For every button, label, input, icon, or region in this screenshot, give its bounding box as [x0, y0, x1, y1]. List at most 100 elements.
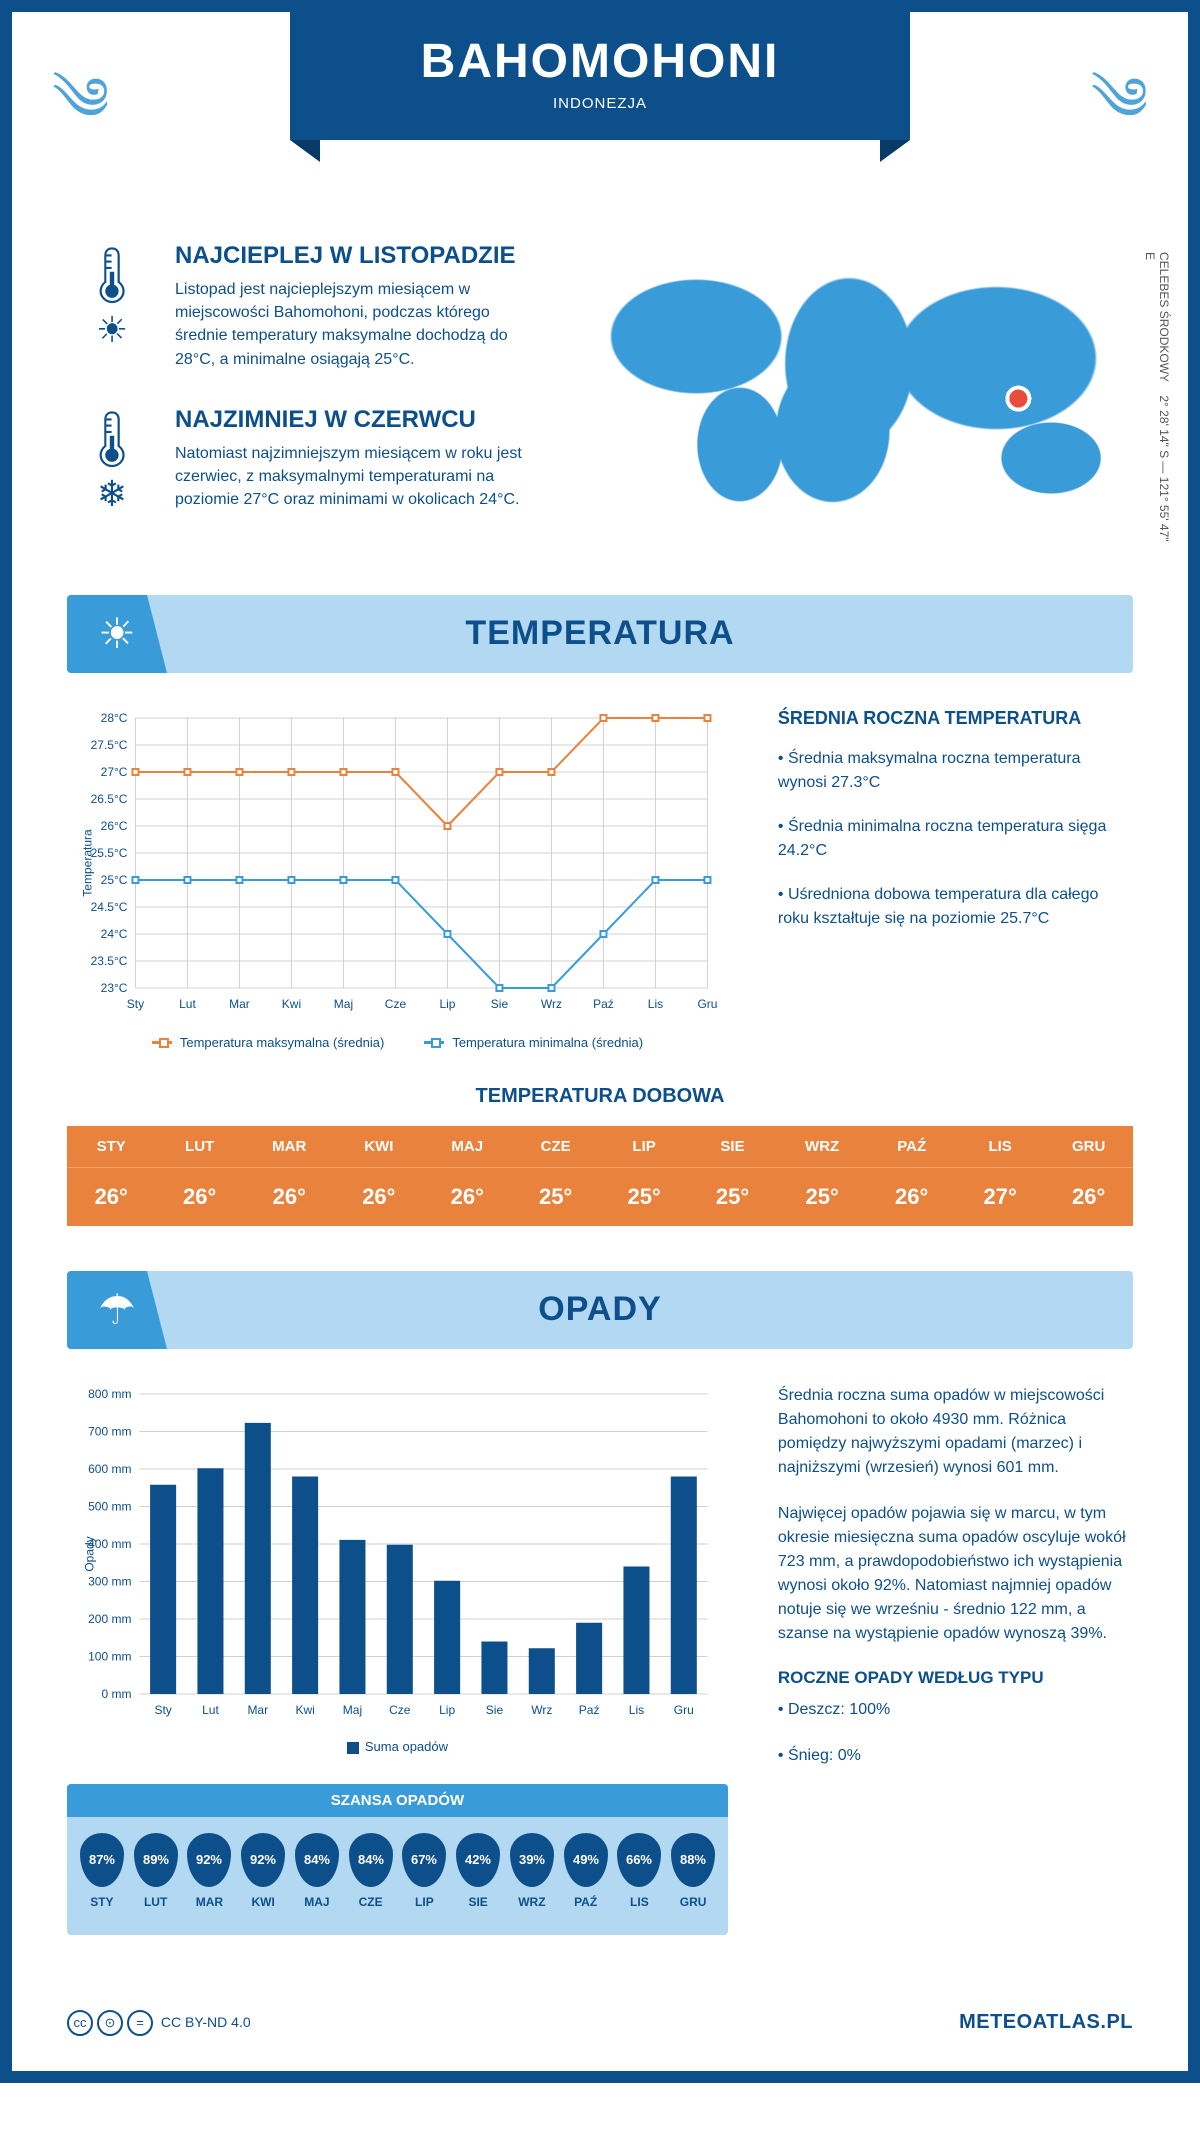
svg-text:24.5°C: 24.5°C: [91, 900, 128, 914]
drop-month-label: LUT: [129, 1895, 183, 1909]
avg-bullet: • Średnia maksymalna roczna temperatura …: [778, 747, 1133, 795]
svg-text:Lip: Lip: [439, 997, 455, 1011]
svg-text:Mar: Mar: [229, 997, 250, 1011]
avg-title: ŚREDNIA ROCZNA TEMPERATURA: [778, 708, 1133, 729]
daily-temperature-table: STYLUTMARKWIMAJCZELIPSIEWRZPAŹLISGRU 26°…: [67, 1126, 1133, 1226]
location-title: BAHOMOHONI: [380, 34, 820, 89]
table-header: SIE: [688, 1126, 776, 1168]
chance-drop: 67%LIP: [398, 1833, 452, 1909]
svg-text:200 mm: 200 mm: [88, 1612, 131, 1626]
warmest-block: 🌡☀ NAJCIEPLEJ W LISTOPADZIE Listopad jes…: [67, 242, 547, 371]
title-banner: BAHOMOHONI INDONEZJA: [290, 12, 910, 140]
svg-text:26°C: 26°C: [101, 819, 128, 833]
info-row: 🌡☀ NAJCIEPLEJ W LISTOPADZIE Listopad jes…: [67, 242, 1133, 550]
drop-icon: 42%: [456, 1833, 500, 1887]
wind-decoration-icon: ༄: [52, 32, 109, 201]
legend-item: Temperatura minimalna (średnia): [424, 1035, 643, 1050]
svg-text:27°C: 27°C: [101, 765, 128, 779]
section-title: OPADY: [538, 1290, 661, 1329]
svg-text:Lis: Lis: [629, 1703, 644, 1717]
drop-month-label: CZE: [344, 1895, 398, 1909]
precipitation-body: 0 mm100 mm200 mm300 mm400 mm500 mm600 mm…: [67, 1384, 1133, 1935]
umbrella-icon: ☂: [67, 1271, 167, 1349]
coordinates-label: CELEBES ŚRODKOWY 2° 28' 14" S — 121° 55'…: [1143, 252, 1171, 550]
cc-icon: cc: [67, 2010, 93, 2036]
svg-text:Wrz: Wrz: [531, 1703, 552, 1717]
table-cell: 26°: [155, 1167, 243, 1226]
page: ༄ ༄ BAHOMOHONI INDONEZJA 🌡☀ NAJCIEPLEJ W…: [0, 0, 1200, 2083]
precipitation-text: Średnia roczna suma opadów w miejscowośc…: [778, 1384, 1133, 1935]
table-header: CZE: [511, 1126, 599, 1168]
thermometer-sun-icon: 🌡☀: [67, 242, 157, 371]
svg-text:26.5°C: 26.5°C: [91, 792, 128, 806]
table-header: LUT: [155, 1126, 243, 1168]
svg-text:27.5°C: 27.5°C: [91, 738, 128, 752]
drop-icon: 39%: [510, 1833, 554, 1887]
svg-text:Maj: Maj: [343, 1703, 362, 1717]
table-cell: 26°: [335, 1167, 423, 1226]
drop-icon: 88%: [671, 1833, 715, 1887]
precip-type-bullet: • Deszcz: 100%: [778, 1698, 1133, 1722]
drop-icon: 92%: [187, 1833, 231, 1887]
drop-month-label: SIE: [451, 1895, 505, 1909]
table-cell: 26°: [423, 1167, 511, 1226]
svg-text:100 mm: 100 mm: [88, 1649, 131, 1663]
precipitation-chart-wrap: 0 mm100 mm200 mm300 mm400 mm500 mm600 mm…: [67, 1384, 728, 1935]
temperature-body: 23°C23.5°C24°C24.5°C25°C25.5°C26°C26.5°C…: [67, 708, 1133, 1050]
precip-type-title: ROCZNE OPADY WEDŁUG TYPU: [778, 1668, 1133, 1688]
table-cell: 26°: [867, 1167, 955, 1226]
svg-text:Sie: Sie: [486, 1703, 504, 1717]
daily-title: TEMPERATURA DOBOWA: [67, 1085, 1133, 1108]
chance-drop: 89%LUT: [129, 1833, 183, 1909]
table-cell: 25°: [600, 1167, 688, 1226]
svg-text:Paź: Paź: [593, 997, 614, 1011]
drop-month-label: LIP: [398, 1895, 452, 1909]
chance-drop: 88%GRU: [666, 1833, 720, 1909]
svg-text:Mar: Mar: [247, 1703, 268, 1717]
svg-text:Cze: Cze: [389, 1703, 411, 1717]
precipitation-section-header: ☂ OPADY: [67, 1271, 1133, 1349]
drop-month-label: PAŹ: [559, 1895, 613, 1909]
precipitation-bar-chart: 0 mm100 mm200 mm300 mm400 mm500 mm600 mm…: [67, 1384, 728, 1724]
svg-text:Kwi: Kwi: [295, 1703, 314, 1717]
chance-drop: 84%CZE: [344, 1833, 398, 1909]
world-map: [587, 242, 1133, 512]
warmest-body: Listopad jest najcieplejszym miesiącem w…: [175, 278, 547, 371]
legend-swatch-max: [152, 1041, 172, 1044]
table-header: MAJ: [423, 1126, 511, 1168]
chance-drop: 92% MAR: [183, 1833, 237, 1909]
chance-drop: 42% SIE: [451, 1833, 505, 1909]
avg-bullet: • Średnia minimalna roczna temperatura s…: [778, 815, 1133, 863]
avg-bullet: • Uśredniona dobowa temperatura dla całe…: [778, 883, 1133, 931]
svg-text:Maj: Maj: [334, 997, 353, 1011]
svg-text:800 mm: 800 mm: [88, 1387, 131, 1401]
drop-month-label: MAR: [183, 1895, 237, 1909]
drop-month-label: KWI: [236, 1895, 290, 1909]
drop-icon: 87%: [80, 1833, 124, 1887]
table-cell: 26°: [244, 1167, 335, 1226]
legend-item: Temperatura maksymalna (średnia): [152, 1035, 384, 1050]
table-cell: 25°: [688, 1167, 776, 1226]
site-name: METEOATLAS.PL: [959, 2011, 1133, 2034]
table-header: WRZ: [777, 1126, 868, 1168]
warmest-title: NAJCIEPLEJ W LISTOPADZIE: [175, 242, 547, 270]
drop-icon: 49%: [564, 1833, 608, 1887]
legend-label: Temperatura maksymalna (średnia): [180, 1035, 384, 1050]
chance-drop: 92%KWI: [236, 1833, 290, 1909]
legend-swatch: [347, 1742, 359, 1754]
svg-text:Sty: Sty: [127, 997, 144, 1011]
table-header: KWI: [335, 1126, 423, 1168]
license-block: cc⊙= CC BY-ND 4.0: [67, 2010, 251, 2036]
chance-drop: 87%STY: [75, 1833, 129, 1909]
table-cell: 26°: [67, 1167, 155, 1226]
sun-icon: ☀: [67, 595, 167, 673]
table-cell: 25°: [777, 1167, 868, 1226]
svg-text:Sty: Sty: [154, 1703, 171, 1717]
svg-text:25.5°C: 25.5°C: [91, 846, 128, 860]
coldest-title: NAJZIMNIEJ W CZERWCU: [175, 406, 547, 434]
svg-text:Gru: Gru: [674, 1703, 694, 1717]
chance-panel: SZANSA OPADÓW 87%STY89%LUT92%MAR92%KWI84…: [67, 1784, 728, 1935]
legend-label: Suma opadów: [365, 1739, 448, 1754]
precip-para: Średnia roczna suma opadów w miejscowośc…: [778, 1384, 1133, 1480]
footer: cc⊙= CC BY-ND 4.0 METEOATLAS.PL: [67, 1990, 1133, 2036]
